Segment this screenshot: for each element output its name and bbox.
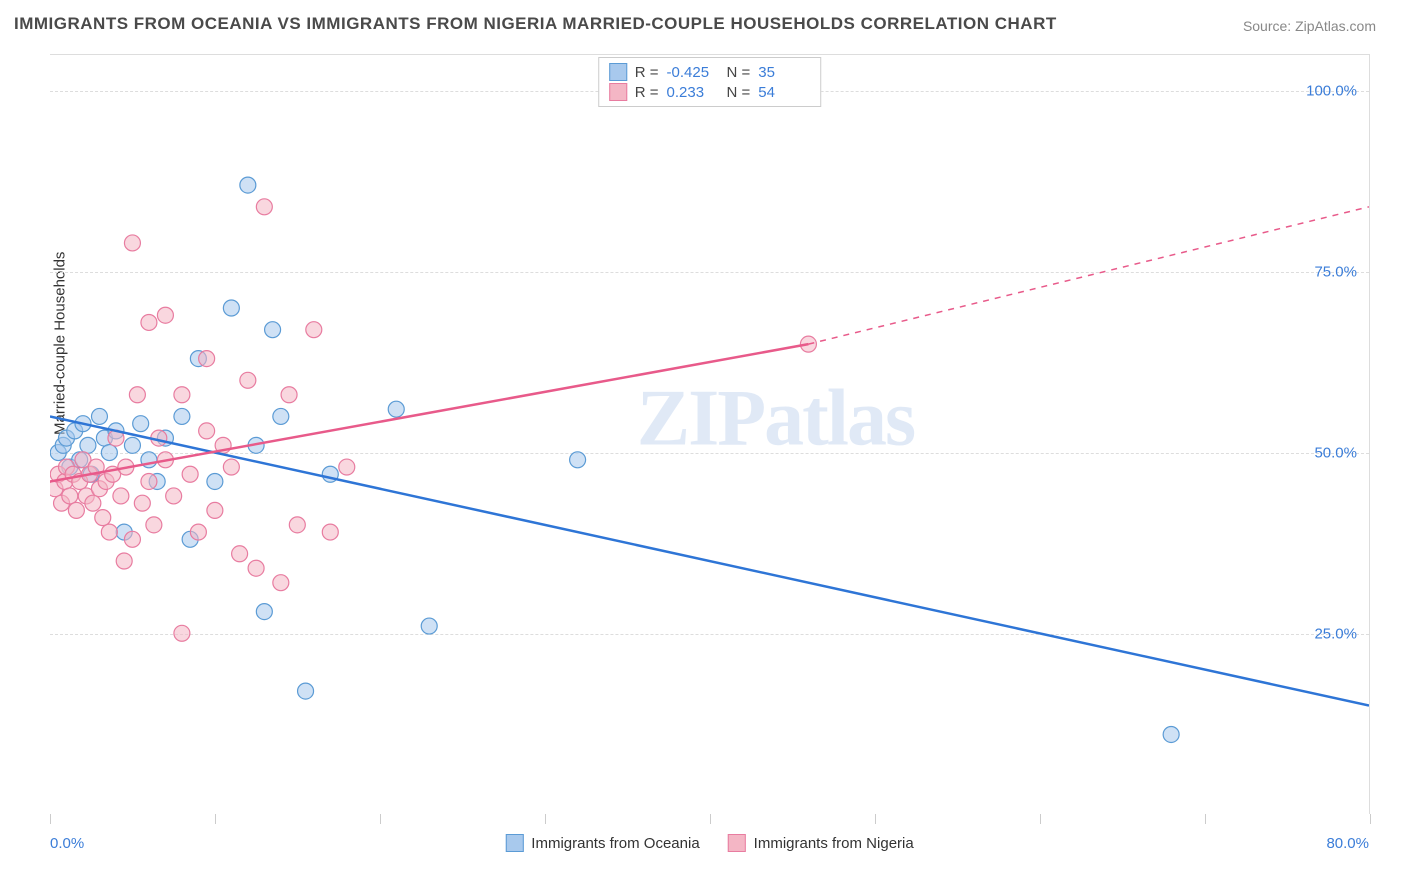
legend-row-oceania: R = -0.425 N = 35 [609,62,811,82]
scatter-point [85,495,101,511]
scatter-point [339,459,355,475]
scatter-point [124,235,140,251]
n-label: N = [727,84,751,101]
scatter-point [289,517,305,533]
correlation-legend: R = -0.425 N = 35 R = 0.233 N = 54 [598,57,822,107]
scatter-point [306,322,322,338]
legend-swatch-nigeria [609,83,627,101]
scatter-point [124,437,140,453]
r-label: R = [635,64,659,81]
legend-row-nigeria: R = 0.233 N = 54 [609,82,811,102]
legend-item-oceania: Immigrants from Oceania [505,834,699,852]
scatter-point [157,307,173,323]
scatter-point [133,416,149,432]
scatter-point [101,445,117,461]
scatter-point [248,560,264,576]
regression-line-extrapolated [808,207,1369,344]
scatter-point [190,524,206,540]
scatter-point [570,452,586,468]
regression-line [50,416,1369,705]
scatter-point [166,488,182,504]
chart-title: IMMIGRANTS FROM OCEANIA VS IMMIGRANTS FR… [14,14,1057,34]
scatter-point [129,387,145,403]
scatter-point [322,524,338,540]
scatter-point [141,314,157,330]
legend-swatch-oceania [505,834,523,852]
x-axis-min-label: 0.0% [50,835,84,852]
scatter-point [232,546,248,562]
scatter-point [68,502,84,518]
legend-item-nigeria: Immigrants from Nigeria [728,834,914,852]
scatter-point [199,423,215,439]
n-value-oceania: 35 [758,64,810,81]
r-value-nigeria: 0.233 [667,84,719,101]
scatter-point [298,683,314,699]
plot-svg [50,55,1369,814]
scatter-point [1163,726,1179,742]
scatter-point [273,408,289,424]
scatter-point [256,604,272,620]
scatter-point [388,401,404,417]
scatter-point [199,351,215,367]
legend-swatch-nigeria [728,834,746,852]
scatter-point [116,553,132,569]
x-axis-max-label: 80.0% [1326,835,1369,852]
scatter-point [101,524,117,540]
scatter-point [281,387,297,403]
r-value-oceania: -0.425 [667,64,719,81]
chart-area: Married-couple Households ZIPatlas 25.0%… [50,54,1370,814]
scatter-point [174,387,190,403]
scatter-point [273,575,289,591]
scatter-point [146,517,162,533]
scatter-point [223,300,239,316]
scatter-point [174,625,190,641]
scatter-point [256,199,272,215]
regression-line [50,344,808,481]
scatter-point [95,510,111,526]
scatter-point [91,408,107,424]
series-legend: Immigrants from Oceania Immigrants from … [505,834,913,852]
scatter-point [207,502,223,518]
scatter-point [421,618,437,634]
n-value-nigeria: 54 [758,84,810,101]
scatter-point [141,473,157,489]
scatter-point [134,495,150,511]
source-label: Source: ZipAtlas.com [1243,18,1376,34]
scatter-point [240,372,256,388]
scatter-point [62,488,78,504]
scatter-point [124,531,140,547]
scatter-point [174,408,190,424]
legend-label-oceania: Immigrants from Oceania [531,835,699,852]
legend-swatch-oceania [609,63,627,81]
scatter-point [182,466,198,482]
scatter-point [223,459,239,475]
legend-label-nigeria: Immigrants from Nigeria [754,835,914,852]
scatter-point [80,437,96,453]
n-label: N = [727,64,751,81]
scatter-point [265,322,281,338]
r-label: R = [635,84,659,101]
scatter-point [240,177,256,193]
scatter-point [207,473,223,489]
scatter-point [113,488,129,504]
